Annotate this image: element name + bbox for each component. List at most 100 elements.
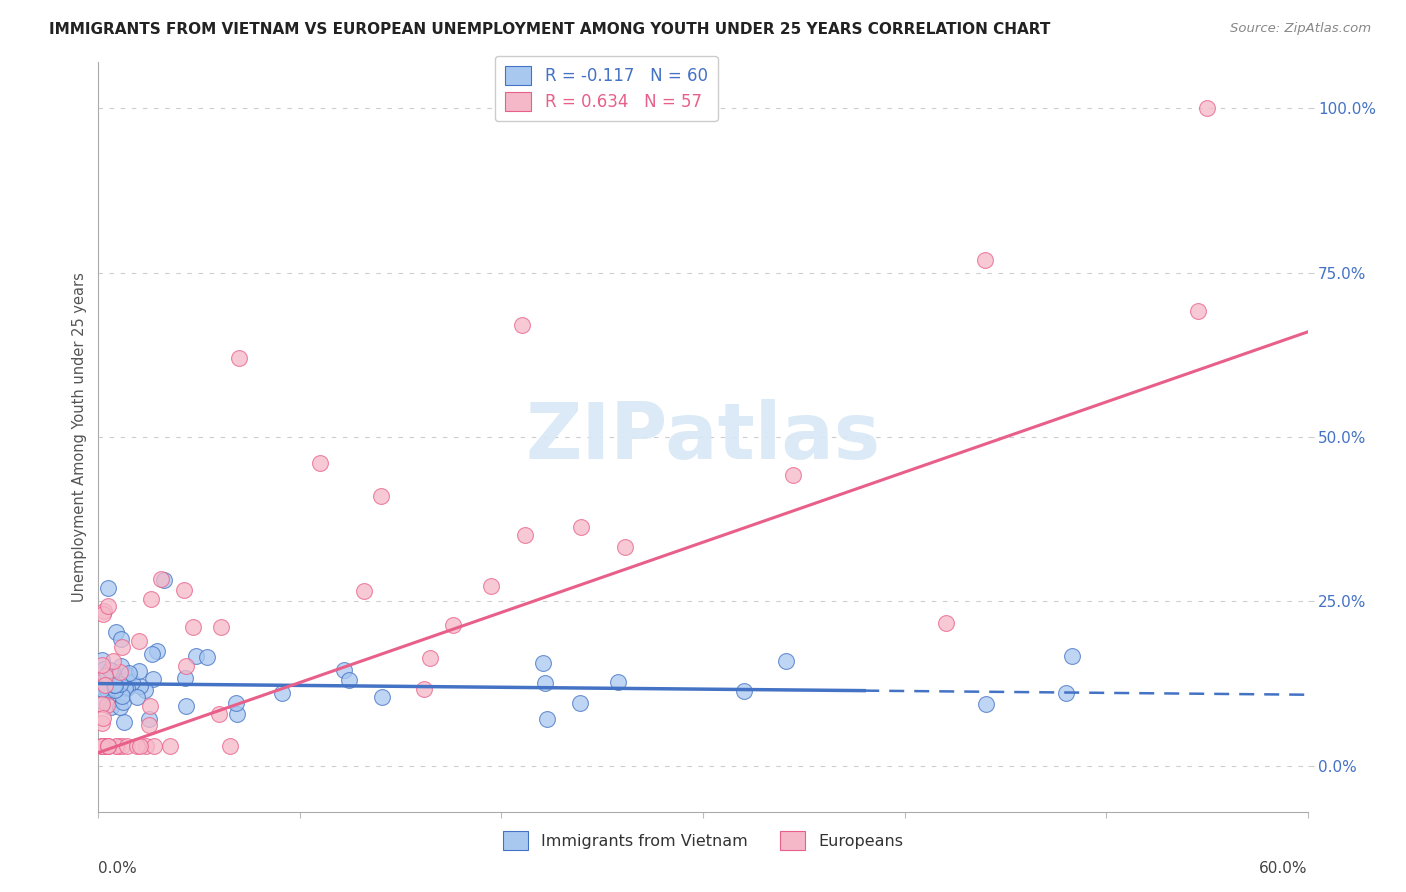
Point: [775, 654, 797, 668]
Point: [111, 739, 134, 753]
Point: [117, 681, 139, 696]
Point: [93, 603, 115, 617]
Point: [225, 696, 247, 710]
Point: [128, 679, 150, 693]
Point: [110, 659, 132, 673]
Point: [142, 673, 165, 687]
Point: [141, 647, 163, 661]
Point: [108, 665, 131, 679]
Point: [112, 679, 135, 693]
Point: [91, 716, 114, 731]
Point: [146, 644, 169, 658]
Point: [108, 680, 131, 694]
Point: [96, 682, 118, 697]
Point: [184, 648, 207, 663]
Point: [97, 582, 120, 596]
Point: [96, 668, 118, 682]
Point: [218, 739, 240, 753]
Point: [104, 682, 127, 697]
Point: [138, 718, 160, 732]
Point: [174, 672, 197, 686]
Point: [96, 698, 118, 712]
Legend: Immigrants from Vietnam, Europeans: Immigrants from Vietnam, Europeans: [496, 825, 910, 856]
Point: [93, 662, 115, 676]
Point: [174, 659, 197, 673]
Point: [733, 684, 755, 698]
Point: [107, 739, 129, 753]
Point: [607, 675, 630, 690]
Text: Source: ZipAtlas.com: Source: ZipAtlas.com: [1230, 22, 1371, 36]
Point: [101, 664, 124, 678]
Point: [110, 700, 132, 714]
Point: [103, 654, 125, 668]
Point: [209, 620, 232, 634]
Point: [138, 713, 160, 727]
Text: ZIPatlas: ZIPatlas: [526, 399, 880, 475]
Point: [228, 351, 250, 366]
Point: [568, 696, 591, 710]
Point: [782, 467, 804, 482]
Point: [614, 540, 637, 554]
Point: [91, 607, 114, 621]
Point: [225, 707, 247, 722]
Point: [128, 633, 150, 648]
Point: [103, 678, 125, 692]
Point: [104, 678, 127, 692]
Point: [534, 676, 557, 690]
Point: [371, 690, 394, 705]
Point: [112, 714, 135, 729]
Point: [935, 615, 957, 630]
Point: [91, 739, 114, 753]
Point: [139, 699, 162, 714]
Point: [208, 707, 231, 722]
Text: IMMIGRANTS FROM VIETNAM VS EUROPEAN UNEMPLOYMENT AMONG YOUTH UNDER 25 YEARS CORR: IMMIGRANTS FROM VIETNAM VS EUROPEAN UNEM…: [49, 22, 1050, 37]
Point: [143, 739, 166, 753]
Point: [111, 695, 134, 709]
Point: [135, 739, 157, 753]
Point: [128, 665, 150, 679]
Point: [91, 653, 114, 667]
Point: [93, 677, 115, 691]
Point: [195, 650, 218, 665]
Point: [110, 677, 132, 691]
Point: [91, 711, 114, 725]
Point: [98, 664, 121, 678]
Point: [118, 666, 141, 681]
Point: [97, 599, 120, 614]
Point: [121, 675, 143, 690]
Point: [1195, 102, 1218, 116]
Point: [91, 697, 114, 711]
Point: [98, 684, 121, 698]
Point: [174, 698, 197, 713]
Point: [479, 579, 502, 593]
Point: [91, 739, 114, 753]
Point: [115, 739, 138, 753]
Point: [150, 572, 173, 586]
Point: [531, 656, 554, 670]
Point: [353, 584, 375, 599]
Text: 0.0%: 0.0%: [98, 861, 138, 876]
Point: [97, 739, 120, 753]
Point: [97, 739, 120, 753]
Point: [91, 682, 114, 697]
Point: [110, 632, 132, 647]
Point: [114, 681, 136, 695]
Point: [569, 520, 592, 534]
Point: [510, 318, 533, 333]
Point: [111, 640, 134, 654]
Point: [91, 674, 114, 689]
Point: [159, 739, 181, 753]
Point: [441, 618, 464, 632]
Point: [127, 690, 149, 705]
Point: [134, 683, 156, 698]
Point: [115, 667, 138, 681]
Point: [1062, 648, 1084, 663]
Point: [1187, 304, 1209, 318]
Point: [100, 700, 122, 714]
Point: [419, 651, 441, 665]
Point: [173, 582, 195, 597]
Point: [111, 689, 134, 703]
Point: [125, 739, 148, 753]
Point: [96, 739, 118, 753]
Point: [976, 697, 998, 711]
